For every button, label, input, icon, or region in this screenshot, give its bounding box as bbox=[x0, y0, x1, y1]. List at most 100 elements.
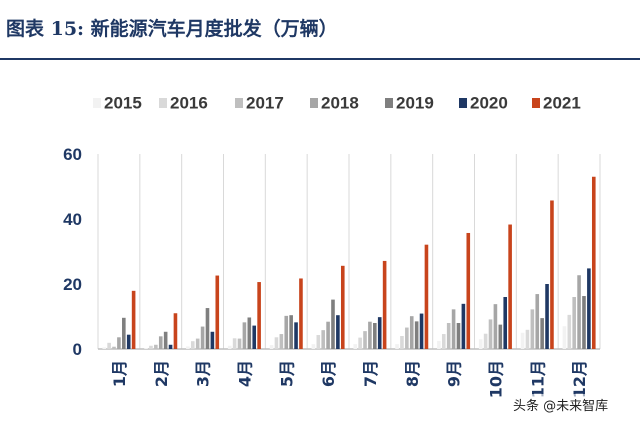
bar-2020 bbox=[168, 344, 173, 349]
bar-2021 bbox=[299, 278, 303, 349]
bar-2017 bbox=[446, 323, 451, 349]
bar-2016 bbox=[190, 341, 195, 349]
x-tick-label: 7月 bbox=[361, 360, 380, 387]
bar-2018 bbox=[117, 337, 121, 349]
bar-2017 bbox=[112, 346, 116, 349]
bar-2018 bbox=[242, 322, 247, 349]
bar-2015 bbox=[395, 344, 399, 349]
x-tick-label: 9月 bbox=[445, 360, 464, 387]
x-tick-label: 6月 bbox=[319, 360, 338, 387]
bar-2018 bbox=[577, 275, 581, 349]
x-tick-label: 5月 bbox=[277, 360, 296, 387]
bar-2020 bbox=[419, 313, 424, 349]
bar-2020 bbox=[126, 334, 131, 349]
bar-2015 bbox=[186, 346, 190, 349]
bar-2017 bbox=[530, 309, 535, 349]
bar-2021 bbox=[466, 232, 471, 349]
bar-2017 bbox=[363, 331, 367, 349]
bar-2019 bbox=[540, 318, 544, 349]
bar-2018 bbox=[284, 315, 289, 349]
bar-2016 bbox=[400, 336, 404, 349]
bar-2021 bbox=[340, 265, 345, 349]
legend-label: 2019 bbox=[396, 94, 434, 113]
bar-2020 bbox=[294, 322, 298, 349]
bar-2015 bbox=[562, 326, 567, 349]
bar-2019 bbox=[498, 324, 503, 349]
bar-2021 bbox=[257, 282, 261, 349]
bar-2021 bbox=[550, 200, 554, 349]
x-tick-label: 3月 bbox=[194, 360, 213, 387]
x-tick-label: 11月 bbox=[528, 360, 547, 398]
bar-2017 bbox=[279, 334, 284, 349]
legend-label: 2018 bbox=[321, 94, 359, 113]
bar-2019 bbox=[289, 315, 293, 349]
bar-2020 bbox=[503, 297, 508, 349]
title-underline bbox=[0, 58, 640, 60]
bar-2018 bbox=[493, 304, 498, 349]
bar-2015 bbox=[478, 339, 483, 349]
legend-swatch-2018 bbox=[310, 98, 318, 108]
legend-swatch-2015 bbox=[93, 98, 101, 108]
bar-2019 bbox=[247, 317, 252, 349]
bar-2016 bbox=[274, 337, 279, 349]
y-tick-label: 20 bbox=[63, 275, 82, 294]
legend-label: 2020 bbox=[470, 94, 508, 113]
legend-label: 2016 bbox=[170, 94, 208, 113]
bar-2020 bbox=[461, 303, 466, 349]
x-tick-label: 10月 bbox=[486, 360, 505, 398]
bar-2021 bbox=[382, 260, 387, 349]
bar-2020 bbox=[377, 317, 382, 349]
legend-swatch-2021 bbox=[532, 98, 540, 108]
bar-2016 bbox=[107, 342, 111, 349]
bar-2016 bbox=[483, 333, 488, 349]
bar-2020 bbox=[252, 325, 257, 349]
bar-2019 bbox=[331, 299, 335, 349]
bar-2017 bbox=[405, 327, 409, 349]
legend-swatch-2019 bbox=[385, 98, 393, 108]
bar-2018 bbox=[368, 321, 372, 349]
x-tick-label: 4月 bbox=[235, 360, 254, 387]
bar-2018 bbox=[200, 326, 205, 349]
bar-2016 bbox=[567, 314, 572, 349]
bar-2020 bbox=[587, 268, 591, 349]
legend-swatch-2020 bbox=[459, 98, 467, 108]
bar-2019 bbox=[456, 323, 461, 349]
bar-2017 bbox=[488, 319, 493, 349]
y-tick-label: 40 bbox=[63, 210, 82, 229]
bar-2021 bbox=[173, 313, 178, 349]
legend-swatch-2016 bbox=[159, 98, 167, 108]
bar-2019 bbox=[373, 323, 377, 349]
bar-2021 bbox=[215, 275, 220, 349]
bar-2020 bbox=[545, 284, 549, 349]
bar-2019 bbox=[582, 296, 586, 349]
bar-2015 bbox=[269, 345, 274, 349]
legend-label: 2017 bbox=[246, 94, 284, 113]
bar-2021 bbox=[424, 244, 429, 349]
watermark: 头条 @未来智库 bbox=[510, 394, 612, 415]
bar-2016 bbox=[441, 334, 446, 349]
bar-2015 bbox=[102, 347, 107, 349]
bar-2019 bbox=[414, 321, 419, 349]
bar-2016 bbox=[316, 335, 321, 349]
legend-label: 2021 bbox=[543, 94, 581, 113]
bar-2015 bbox=[520, 332, 525, 349]
bar-2015 bbox=[437, 340, 441, 349]
bar-2015 bbox=[227, 345, 232, 349]
bar-2016 bbox=[525, 329, 530, 349]
legend-label: 2015 bbox=[104, 94, 142, 113]
bar-2019 bbox=[122, 317, 126, 349]
bar-2018 bbox=[409, 316, 414, 349]
bar-2021 bbox=[131, 290, 136, 349]
bar-2019 bbox=[205, 308, 210, 349]
bar-2015 bbox=[311, 344, 316, 349]
y-tick-label: 0 bbox=[73, 340, 82, 359]
bar-2016 bbox=[232, 338, 237, 349]
bar-2017 bbox=[195, 338, 200, 349]
bar-2020 bbox=[210, 331, 215, 349]
bar-2019 bbox=[163, 331, 168, 349]
bar-2018 bbox=[451, 309, 456, 349]
bar-2017 bbox=[154, 344, 158, 349]
bar-2015 bbox=[144, 348, 148, 349]
y-tick-label: 60 bbox=[63, 145, 82, 164]
